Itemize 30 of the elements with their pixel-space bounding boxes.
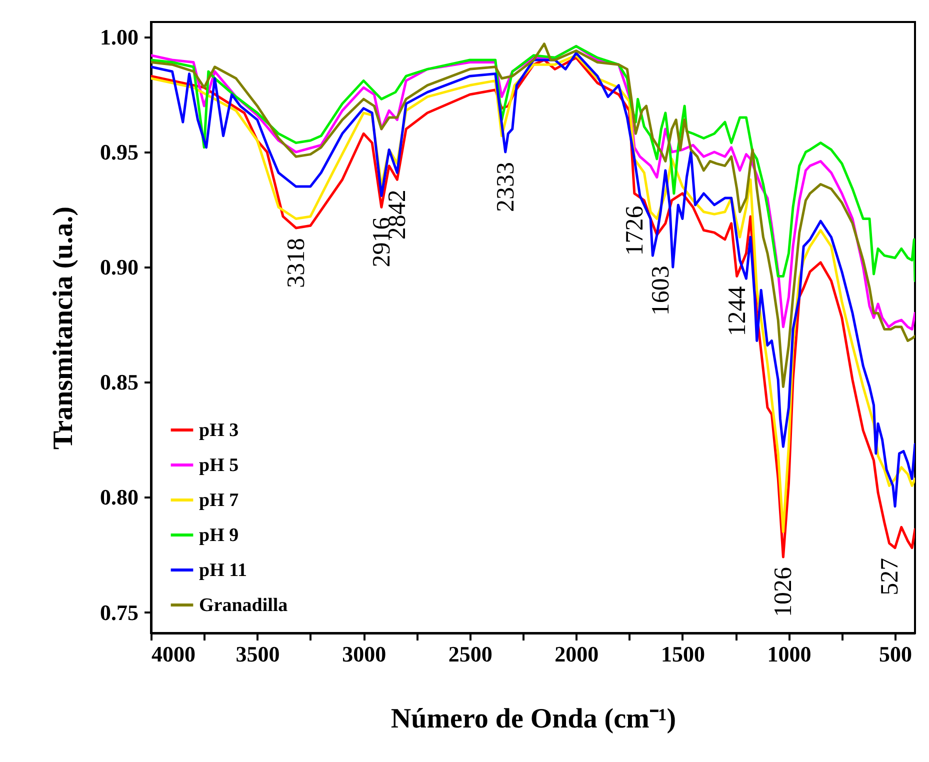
y-tick-label: 0.75 xyxy=(100,600,138,625)
x-tick-label: 500 xyxy=(879,642,912,666)
y-tick-label: 0.80 xyxy=(100,484,138,510)
annotation: 2333 xyxy=(492,162,520,212)
legend-label: pH 5 xyxy=(199,455,239,476)
y-tick-label: 0.90 xyxy=(100,254,138,280)
y-tick-label: 0.95 xyxy=(100,140,138,165)
annotation: 1726 xyxy=(621,206,648,256)
legend-label: pH 9 xyxy=(199,525,239,546)
x-tick-label: 1500 xyxy=(660,642,705,666)
x-tick-label: 1000 xyxy=(767,642,812,666)
legend-label: pH 7 xyxy=(199,490,240,511)
x-tick-label: 3000 xyxy=(342,642,386,666)
annotation: 1244 xyxy=(724,286,751,336)
line-series xyxy=(151,42,915,388)
annotation: 1603 xyxy=(648,266,675,316)
annotation: 527 xyxy=(876,558,904,596)
y-axis-title: Transmitancia (u.a.) xyxy=(48,206,79,450)
legend-label: pH 11 xyxy=(199,560,248,581)
x-tick-label: 3500 xyxy=(236,642,280,666)
y-tick-label: 0.85 xyxy=(100,370,138,395)
legend-label: pH 3 xyxy=(199,420,239,441)
x-tick-label: 2000 xyxy=(554,642,599,666)
x-tick-label: 2500 xyxy=(448,642,492,666)
y-tick-label: 1.00 xyxy=(100,24,138,50)
annotation: 1026 xyxy=(770,567,798,618)
x-tick-label: 4000 xyxy=(152,642,196,666)
x-axis-title: Número de Onda (cm⁻¹) xyxy=(390,704,676,734)
annotation: 3318 xyxy=(282,238,310,288)
legend-label: Granadilla xyxy=(199,595,288,616)
